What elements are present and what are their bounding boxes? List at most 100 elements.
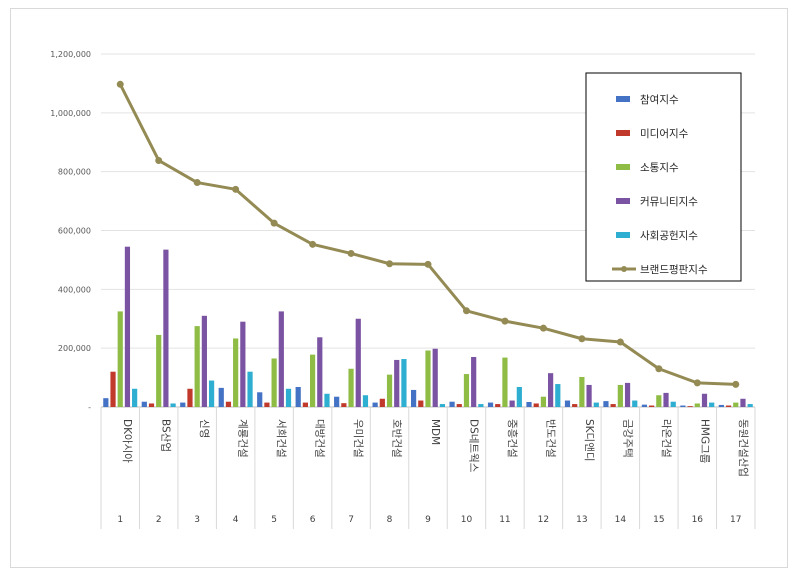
- bar-참여지수-17: [718, 404, 724, 407]
- category-index: 8: [387, 515, 393, 525]
- category-index: 3: [194, 515, 200, 525]
- bar-미디어지수-1: [110, 371, 116, 407]
- bar-미디어지수-8: [379, 398, 385, 407]
- category-label: 계룡건설: [237, 419, 249, 458]
- bar-커뮤니티지수-2: [163, 249, 169, 407]
- category-index: 14: [615, 515, 627, 525]
- category-label: 호반건설: [391, 419, 403, 458]
- category-index: 17: [730, 515, 741, 525]
- bar-미디어지수-12: [533, 403, 539, 407]
- category-label: 우미건설: [352, 419, 364, 458]
- y-tick-label: 800,000: [58, 168, 91, 177]
- line-point-15: [655, 365, 663, 373]
- legend-label: 소통지수: [640, 162, 679, 174]
- legend-swatch: [616, 198, 630, 204]
- bar-소통지수-2: [156, 334, 162, 407]
- bar-미디어지수-14: [610, 404, 616, 407]
- bar-사회공헌지수-2: [170, 403, 176, 407]
- category-label: 대방건설: [314, 419, 326, 458]
- bar-참여지수-2: [141, 401, 147, 407]
- bar-사회공헌지수-6: [324, 393, 330, 407]
- line-point-16: [693, 379, 701, 387]
- category-index: 11: [499, 515, 510, 525]
- bar-소통지수-16: [694, 403, 700, 407]
- line-point-17: [732, 380, 740, 388]
- bar-사회공헌지수-17: [747, 404, 753, 407]
- bar-사회공헌지수-3: [208, 380, 215, 407]
- bar-소통지수-1: [117, 311, 123, 407]
- bar-참여지수-11: [487, 402, 494, 407]
- legend-label: 커뮤니티지수: [640, 196, 698, 208]
- y-tick-label: 1,000,000: [50, 109, 91, 118]
- y-tick-label: -: [88, 403, 91, 412]
- bar-미디어지수-13: [572, 404, 578, 407]
- legend-swatch: [616, 232, 630, 238]
- bar-소통지수-3: [194, 326, 200, 407]
- y-tick-label: 1,200,000: [50, 50, 91, 59]
- bar-소통지수-10: [463, 374, 470, 407]
- bar-미디어지수-7: [341, 403, 347, 407]
- bar-커뮤니티지수-9: [432, 348, 438, 407]
- legend-swatch: [616, 96, 630, 102]
- bar-참여지수-6: [295, 386, 301, 407]
- category-label: 중흥건설: [506, 419, 519, 458]
- line-point-14: [616, 338, 624, 346]
- line-point-1: [116, 80, 124, 88]
- bar-사회공헌지수-5: [285, 388, 292, 407]
- bar-커뮤니티지수-8: [394, 359, 400, 407]
- bar-참여지수-13: [564, 400, 571, 407]
- category-index: 13: [576, 515, 587, 525]
- category-index: 7: [348, 515, 354, 525]
- bar-소통지수-5: [271, 358, 277, 407]
- bar-사회공헌지수-16: [709, 402, 715, 407]
- bar-미디어지수-2: [148, 403, 155, 407]
- chart-frame: - 200,000 400,000 600,000 800,000 1,000,000 1,…: [10, 8, 788, 568]
- bar-커뮤니티지수-17: [740, 398, 746, 407]
- category-index: 15: [653, 515, 664, 525]
- category-label: 반도건설: [544, 419, 556, 458]
- bar-커뮤니티지수-1: [124, 246, 131, 407]
- category-index: 12: [538, 515, 549, 525]
- line-point-3: [193, 179, 201, 187]
- bar-참여지수-10: [449, 401, 455, 407]
- bar-미디어지수-11: [495, 404, 501, 407]
- bar-사회공헌지수-9: [439, 404, 445, 407]
- bar-미디어지수-10: [456, 404, 462, 407]
- bar-참여지수-7: [334, 396, 340, 407]
- bar-소통지수-11: [502, 357, 508, 407]
- bar-커뮤니티지수-14: [624, 382, 631, 407]
- bar-소통지수-8: [386, 374, 393, 407]
- line-point-4: [232, 185, 240, 193]
- bar-소통지수-13: [579, 376, 585, 407]
- category-label: DS네트웍스: [467, 419, 479, 473]
- category-index: 16: [692, 515, 704, 525]
- bar-미디어지수-9: [418, 400, 424, 407]
- bar-소통지수-17: [733, 402, 739, 407]
- category-index: 4: [233, 515, 239, 525]
- category-index: 5: [271, 515, 277, 525]
- category-index: 6: [310, 515, 316, 525]
- bar-미디어지수-16: [687, 406, 693, 407]
- legend-marker: [621, 266, 627, 272]
- bar-사회공헌지수-15: [670, 401, 676, 407]
- line-point-2: [155, 156, 163, 164]
- line-point-7: [347, 249, 355, 257]
- line-point-8: [386, 260, 394, 268]
- bar-참여지수-5: [257, 392, 263, 407]
- legend-label: 브랜드평판지수: [640, 264, 708, 276]
- bar-참여지수-9: [411, 389, 417, 407]
- bar-미디어지수-3: [187, 388, 193, 407]
- bar-커뮤니티지수-16: [701, 393, 708, 407]
- category-label: SK디앤디: [583, 419, 595, 462]
- bar-커뮤니티지수-15: [663, 392, 669, 407]
- y-tick-label: 400,000: [58, 285, 91, 294]
- category-label: 동원건설산업: [737, 419, 750, 477]
- line-point-12: [539, 324, 547, 332]
- bar-소통지수-9: [425, 350, 431, 407]
- bar-미디어지수-15: [649, 405, 655, 407]
- bar-사회공헌지수-7: [362, 395, 369, 407]
- legend-label: 참여지수: [640, 94, 679, 106]
- y-tick-label: 600,000: [58, 227, 91, 236]
- bar-참여지수-12: [526, 401, 532, 407]
- bar-소통지수-12: [540, 396, 547, 407]
